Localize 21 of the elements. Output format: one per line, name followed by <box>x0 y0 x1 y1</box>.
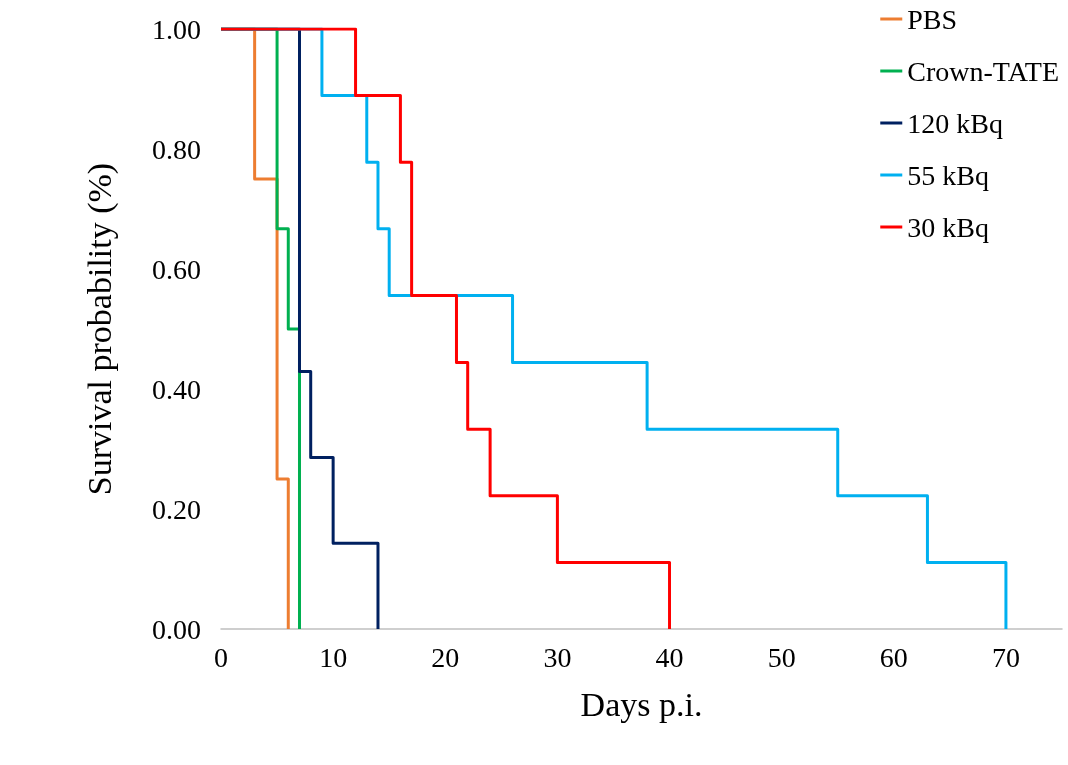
legend-label: 120 kBq <box>907 107 1003 139</box>
y-tick-label: 0.40 <box>152 373 201 405</box>
y-axis-title: Survival probability (%) <box>80 162 119 496</box>
x-tick-label: 0 <box>214 641 228 673</box>
y-tick-label: 1.00 <box>152 13 201 45</box>
y-tick-label: 0.20 <box>152 493 201 525</box>
y-tick-label: 0.60 <box>152 253 201 285</box>
x-tick-label: 30 <box>543 641 572 673</box>
y-tick-label: 0.80 <box>152 133 201 165</box>
legend-label: PBS <box>907 3 958 35</box>
legend-label: 55 kBq <box>907 159 989 191</box>
legend-label: 30 kBq <box>907 211 989 243</box>
x-tick-label: 20 <box>431 641 460 673</box>
y-tick-label: 0.00 <box>152 613 201 645</box>
legend-label: Crown-TATE <box>907 55 1059 87</box>
x-axis-title: Days p.i. <box>580 685 703 723</box>
x-tick-label: 10 <box>319 641 348 673</box>
x-tick-label: 60 <box>879 641 908 673</box>
x-tick-label: 50 <box>767 641 796 673</box>
x-tick-label: 70 <box>991 641 1020 673</box>
x-tick-label: 40 <box>655 641 684 673</box>
